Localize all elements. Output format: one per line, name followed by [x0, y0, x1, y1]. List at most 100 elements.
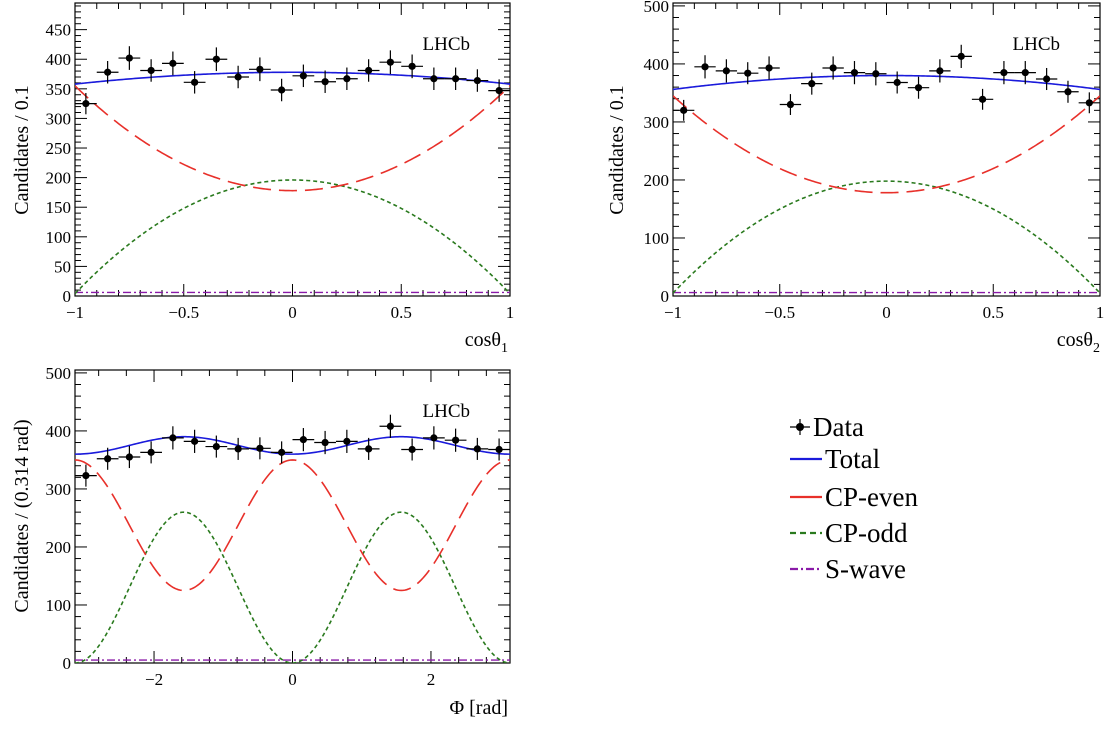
data-marker — [744, 69, 752, 77]
data-point — [865, 62, 887, 86]
data-marker — [386, 58, 394, 66]
data-point — [205, 47, 228, 72]
curve-total — [75, 435, 510, 455]
data-marker — [365, 66, 373, 75]
y-tick-label: 200 — [46, 169, 72, 188]
data-point — [488, 438, 510, 461]
y-tick-label: 350 — [46, 80, 72, 99]
data-point — [822, 56, 844, 80]
data-marker — [430, 434, 438, 442]
data-marker — [147, 66, 155, 75]
data-point — [379, 50, 402, 75]
curve-cp-even — [75, 85, 510, 192]
data-point — [162, 51, 184, 76]
y-tick-label: 0 — [661, 287, 670, 306]
data-marker — [1000, 69, 1008, 77]
data-marker — [936, 67, 944, 75]
data-point — [336, 67, 358, 91]
x-tick-label: −1 — [66, 303, 84, 322]
data-marker — [1021, 69, 1029, 77]
y-tick-label: 400 — [46, 422, 72, 441]
curve-cp-odd — [75, 179, 510, 295]
y-axis-label: Candidates / 0.1 — [606, 85, 628, 214]
data-marker — [343, 75, 351, 83]
data-point — [227, 437, 250, 460]
x-tick-label: −1 — [664, 303, 682, 322]
data-marker — [147, 448, 155, 456]
legend-item-data: Data — [790, 412, 864, 442]
data-point — [292, 428, 315, 452]
curve-cp-odd — [673, 180, 1100, 294]
data-point — [907, 76, 930, 99]
y-tick-label: 300 — [644, 113, 670, 132]
data-marker — [850, 69, 859, 77]
data-point — [444, 67, 467, 91]
lhcb-watermark: LHCb — [1013, 34, 1061, 55]
data-marker — [191, 437, 199, 445]
data-point — [249, 437, 271, 460]
data-point — [488, 79, 510, 102]
data-marker — [234, 445, 242, 453]
y-tick-label: 200 — [46, 538, 72, 557]
data-marker — [957, 52, 965, 60]
data-marker — [278, 448, 286, 456]
data-marker — [808, 80, 816, 88]
data-point — [270, 78, 293, 102]
data-point — [314, 70, 336, 93]
data-point — [843, 61, 866, 85]
y-tick-label: 500 — [46, 364, 72, 383]
data-marker — [408, 62, 416, 70]
curve-cp-odd — [75, 511, 510, 663]
x-tick-label: −2 — [145, 670, 163, 689]
lhcb-watermark: LHCb — [423, 34, 471, 55]
data-marker — [82, 100, 90, 108]
legend-item-cp-even: CP-even — [790, 482, 918, 512]
data-marker — [722, 67, 730, 75]
data-marker — [1043, 75, 1051, 83]
x-tick-label: −0.5 — [168, 303, 199, 322]
data-marker — [1064, 88, 1072, 96]
data-marker — [452, 75, 460, 83]
data-marker — [256, 444, 264, 452]
y-tick-label: 0 — [63, 654, 72, 673]
data-point — [401, 54, 423, 79]
data-point — [423, 426, 445, 450]
x-axis-label: cosθ2 — [1057, 329, 1100, 356]
curve-total — [75, 71, 510, 85]
data-point — [1035, 67, 1058, 91]
data-point — [183, 71, 206, 94]
data-marker — [978, 95, 987, 103]
data-point — [737, 62, 759, 85]
data-marker — [212, 442, 220, 451]
data-marker — [473, 76, 481, 85]
data-marker — [701, 63, 709, 71]
x-axis-label-subscript: 2 — [1093, 341, 1100, 356]
y-tick-label: 250 — [46, 139, 72, 158]
data-point — [75, 464, 97, 487]
data-marker — [169, 434, 177, 442]
data-marker — [234, 73, 242, 81]
data-point — [292, 64, 315, 88]
curve-cp-even — [75, 459, 510, 592]
x-tick-label: 0 — [288, 303, 297, 322]
data-point — [379, 414, 402, 438]
data-point — [466, 69, 489, 92]
data-marker — [829, 64, 837, 72]
data-marker — [321, 78, 329, 86]
x-tick-label: 2 — [427, 670, 436, 689]
panel-phi: 0 100 200 300 400 500 −2 0 2 Φ [rad] Candidates / … — [11, 364, 511, 719]
x-axis-label: Φ [rad] — [450, 697, 508, 719]
lhcb-watermark: LHCb — [423, 401, 471, 422]
x-tick-label: 1 — [1096, 303, 1105, 322]
data-marker — [169, 59, 177, 67]
data-point — [118, 46, 141, 70]
data-point — [801, 72, 823, 95]
data-marker — [212, 55, 220, 63]
x-tick-label: 0.5 — [983, 303, 1004, 322]
data-marker — [495, 445, 503, 454]
y-tick-label: 150 — [46, 198, 72, 217]
data-point — [227, 65, 249, 89]
legend-label-cp-odd: CP-odd — [825, 518, 908, 548]
legend: Data Total CP-even CP-odd S-wave — [790, 412, 918, 584]
